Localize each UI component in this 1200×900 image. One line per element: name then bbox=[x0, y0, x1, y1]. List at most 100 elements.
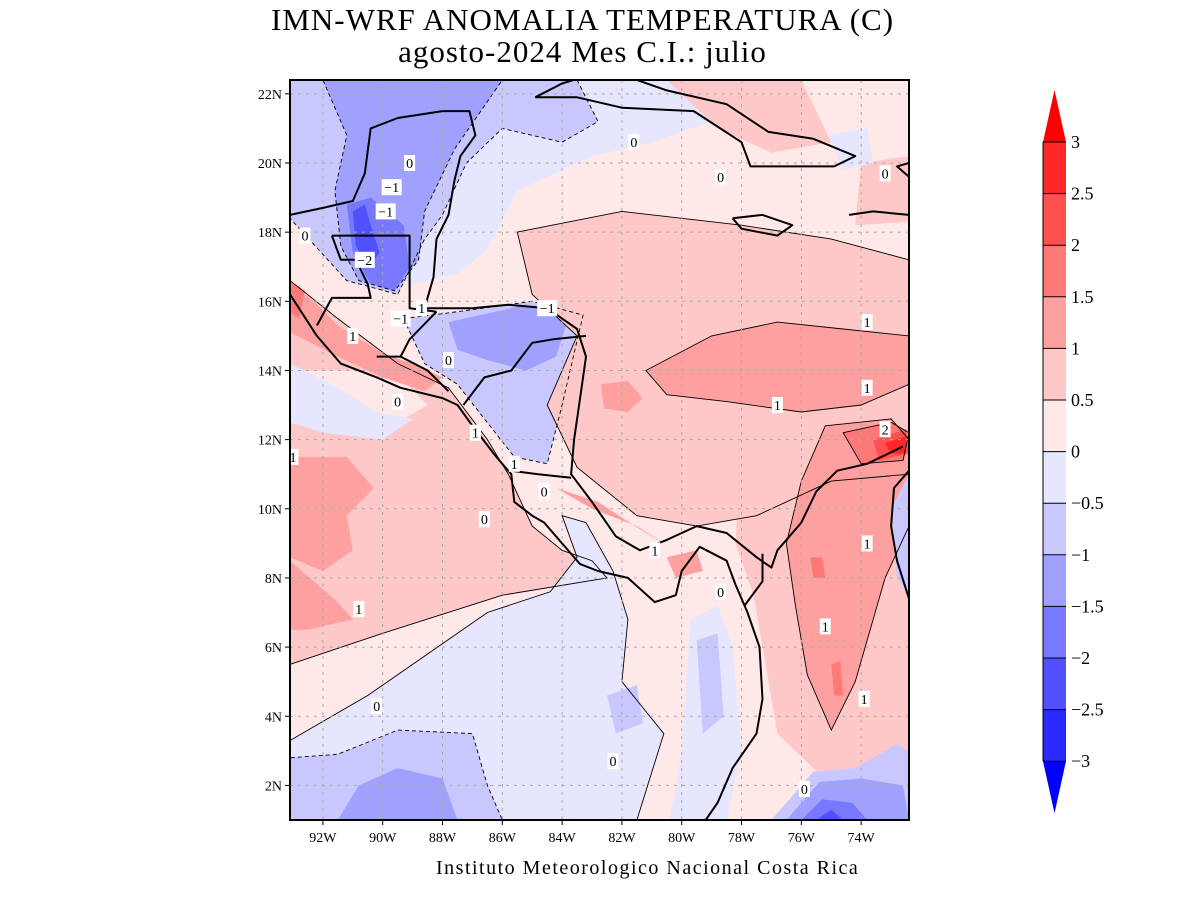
anomaly-region bbox=[891, 474, 909, 596]
colorbar-swatch bbox=[1043, 142, 1066, 194]
colorbar-tick-label: 2 bbox=[1071, 235, 1080, 255]
contour-label-bg bbox=[715, 168, 727, 185]
coastline bbox=[731, 213, 794, 237]
y-tick-label: 18N bbox=[258, 226, 282, 241]
contour-line-negative bbox=[290, 80, 599, 295]
contour-label: 0 bbox=[406, 157, 413, 172]
y-tick-label: 20N bbox=[258, 157, 282, 172]
anomaly-region bbox=[885, 436, 906, 454]
coastline bbox=[316, 235, 372, 326]
coastline bbox=[290, 293, 764, 820]
x-tick-label: 86W bbox=[489, 831, 517, 846]
anomaly-region bbox=[645, 322, 909, 412]
colorbar-tick-label: 3 bbox=[1071, 132, 1080, 152]
x-tick-label: 78W bbox=[728, 831, 756, 846]
contour-label-bg bbox=[392, 393, 404, 410]
anomaly-shading bbox=[290, 80, 909, 820]
anomaly-region bbox=[290, 560, 353, 630]
y-tick-label: 10N bbox=[258, 503, 282, 518]
y-tick-label: 2N bbox=[265, 779, 282, 794]
colorbar-swatch bbox=[1043, 658, 1066, 710]
contour-label: 1 bbox=[864, 382, 871, 397]
colorbar-swatch bbox=[1043, 554, 1066, 607]
coastline bbox=[534, 80, 857, 168]
contour-label-bg bbox=[715, 583, 727, 600]
contour-label-bg bbox=[819, 618, 831, 635]
colorbar-tick-label: −1 bbox=[1071, 545, 1090, 565]
colorbar: 3 2.5 2 1.5 1 0.5 0 −0.5 −1 −1.5 −2 −2.5 −3 bbox=[1042, 90, 1104, 814]
y-tick-label: 12N bbox=[258, 434, 282, 449]
contour-label-bg bbox=[879, 421, 891, 438]
anomaly-region bbox=[810, 557, 826, 578]
contour-label: 1 bbox=[472, 427, 479, 442]
contour-label: 0 bbox=[301, 230, 308, 245]
y-tick-label: 14N bbox=[258, 364, 282, 379]
contour-label: 1 bbox=[864, 537, 871, 552]
contour-label: −1 bbox=[540, 302, 555, 317]
anomaly-region bbox=[290, 363, 413, 440]
contour-label-bg bbox=[537, 300, 558, 317]
contour-label: 0 bbox=[630, 136, 637, 151]
coastline bbox=[511, 469, 572, 479]
x-tick-label: 84W bbox=[549, 831, 577, 846]
contour-label: 0 bbox=[801, 783, 808, 798]
contour-label-bg bbox=[354, 251, 375, 268]
grid-lines bbox=[290, 80, 909, 820]
contour-label: 1 bbox=[418, 302, 425, 317]
anomaly-region bbox=[831, 660, 844, 696]
contour-line bbox=[785, 418, 909, 732]
contour-label: 0 bbox=[373, 700, 380, 715]
y-tick-label: 8N bbox=[265, 572, 282, 587]
contour-label: 0 bbox=[609, 755, 616, 770]
coastline bbox=[743, 553, 764, 607]
contour-line bbox=[516, 210, 909, 527]
anomaly-region bbox=[337, 768, 458, 820]
anomaly-region bbox=[666, 550, 703, 578]
contour-label-bg bbox=[858, 690, 870, 707]
contour-label-bg bbox=[607, 753, 619, 770]
axes: 22N 20N 18N 16N 14N 12N 10N 8N 6N 4N 2N 92W 90W 88W 86… bbox=[258, 88, 876, 846]
anomaly-region bbox=[786, 418, 909, 731]
contour-label: −1 bbox=[378, 205, 393, 220]
colorbar-swatch bbox=[1043, 606, 1066, 658]
colorbar-tick-label: 1 bbox=[1071, 338, 1080, 358]
y-tick-label: 6N bbox=[265, 641, 282, 656]
anomaly-region bbox=[290, 284, 443, 392]
anomaly-region bbox=[801, 799, 868, 820]
contour-label: 1 bbox=[355, 603, 362, 618]
y-tick-label: 16N bbox=[258, 295, 282, 310]
contour-label-bg bbox=[442, 352, 454, 369]
contour-label: 0 bbox=[481, 513, 488, 528]
contour-label: 1 bbox=[774, 399, 781, 414]
contour-label-bg bbox=[649, 542, 661, 559]
colorbar-swatch bbox=[1043, 400, 1066, 452]
contour-label: 1 bbox=[822, 620, 829, 635]
contour-label-bg bbox=[879, 165, 891, 182]
contour-label: 1 bbox=[861, 693, 868, 708]
contour-label-bg bbox=[299, 227, 311, 244]
contour-label: 0 bbox=[717, 171, 724, 186]
colorbar-tick-label: −2 bbox=[1071, 648, 1090, 668]
y-tick-label: 4N bbox=[265, 710, 282, 725]
contour-label: 0 bbox=[394, 396, 401, 411]
contour-label: −2 bbox=[357, 254, 372, 269]
contour-label-bg bbox=[416, 300, 428, 317]
contour-label-bg bbox=[404, 154, 416, 171]
contour-label-bg bbox=[371, 697, 383, 714]
x-tick-label: 76W bbox=[788, 831, 816, 846]
contour-line-negative bbox=[322, 80, 503, 292]
contour-label-bg bbox=[469, 424, 481, 441]
anomaly-region bbox=[290, 456, 374, 571]
colorbar-extend-min bbox=[1043, 761, 1066, 814]
x-tick-label: 80W bbox=[668, 831, 696, 846]
contour-label-bg bbox=[861, 535, 873, 552]
contour-label: 0 bbox=[445, 354, 452, 369]
contour-label: 0 bbox=[882, 167, 889, 182]
coastline bbox=[290, 110, 904, 569]
contour-line-negative bbox=[290, 729, 503, 820]
colorbar-tick-label: −2.5 bbox=[1071, 700, 1104, 720]
colorbar-swatch bbox=[1043, 503, 1066, 555]
contour-label: 1 bbox=[511, 458, 518, 473]
anomaly-region bbox=[816, 809, 844, 820]
